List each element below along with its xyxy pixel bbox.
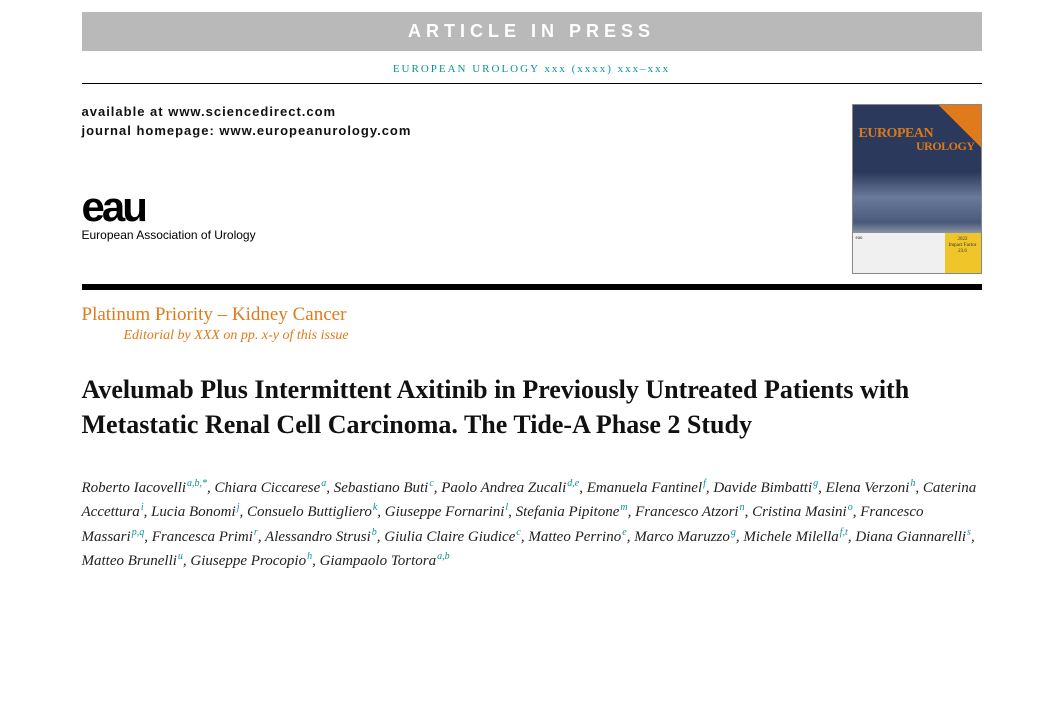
journal-cover-thumbnail: EUROPEAN UROLOGY eau 2022 Impact Factor … xyxy=(852,104,982,274)
logo-subtitle: European Association of Urology xyxy=(82,228,852,242)
author-list: Roberto Iacovellia,b,*, Chiara Ciccarese… xyxy=(82,476,982,573)
article-category: Platinum Priority – Kidney Cancer xyxy=(82,304,982,326)
article-in-press-banner: ARTICLE IN PRESS xyxy=(82,12,982,51)
impact-factor-badge: 2022 Impact Factor 23.6 xyxy=(945,233,981,273)
eau-logo: eau European Association of Urology xyxy=(82,188,852,242)
header-row: available at www.sciencedirect.com journ… xyxy=(82,104,982,274)
available-at: available at www.sciencedirect.com xyxy=(82,104,852,119)
editorial-reference: Editorial by XXX on pp. x-y of this issu… xyxy=(124,328,982,344)
cover-footer-logo: eau xyxy=(853,233,945,273)
journal-homepage: journal homepage: www.europeanurology.co… xyxy=(82,123,852,138)
journal-reference: EUROPEAN UROLOGY xxx (xxxx) xxx–xxx xyxy=(82,63,982,75)
logo-text: eau xyxy=(82,188,852,226)
cover-title: EUROPEAN UROLOGY xyxy=(859,127,975,152)
article-title: Avelumab Plus Intermittent Axitinib in P… xyxy=(82,372,982,442)
divider-thick xyxy=(82,284,982,290)
divider-thin xyxy=(82,83,982,84)
